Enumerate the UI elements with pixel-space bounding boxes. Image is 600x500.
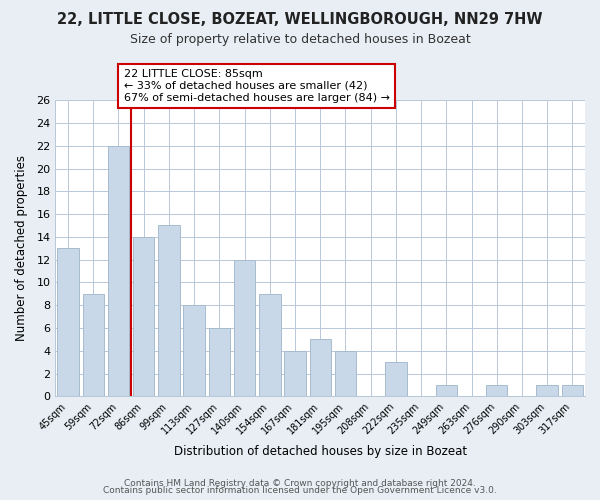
Bar — [385, 362, 407, 396]
Bar — [83, 294, 104, 396]
Text: Contains public sector information licensed under the Open Government Licence v3: Contains public sector information licen… — [103, 486, 497, 495]
Text: Contains HM Land Registry data © Crown copyright and database right 2024.: Contains HM Land Registry data © Crown c… — [124, 478, 476, 488]
Y-axis label: Number of detached properties: Number of detached properties — [15, 156, 28, 342]
Bar — [108, 146, 129, 397]
Bar — [335, 351, 356, 397]
Bar — [310, 340, 331, 396]
Bar — [184, 305, 205, 396]
Text: Size of property relative to detached houses in Bozeat: Size of property relative to detached ho… — [130, 32, 470, 46]
Bar — [209, 328, 230, 396]
Text: 22 LITTLE CLOSE: 85sqm
← 33% of detached houses are smaller (42)
67% of semi-det: 22 LITTLE CLOSE: 85sqm ← 33% of detached… — [124, 70, 389, 102]
Bar — [536, 385, 558, 396]
X-axis label: Distribution of detached houses by size in Bozeat: Distribution of detached houses by size … — [173, 444, 467, 458]
Bar — [58, 248, 79, 396]
Bar — [562, 385, 583, 396]
Bar — [284, 351, 306, 397]
Bar — [259, 294, 281, 396]
Text: 22, LITTLE CLOSE, BOZEAT, WELLINGBOROUGH, NN29 7HW: 22, LITTLE CLOSE, BOZEAT, WELLINGBOROUGH… — [57, 12, 543, 28]
Bar — [486, 385, 508, 396]
Bar — [436, 385, 457, 396]
Bar — [133, 237, 154, 396]
Bar — [158, 226, 179, 396]
Bar — [234, 260, 255, 396]
